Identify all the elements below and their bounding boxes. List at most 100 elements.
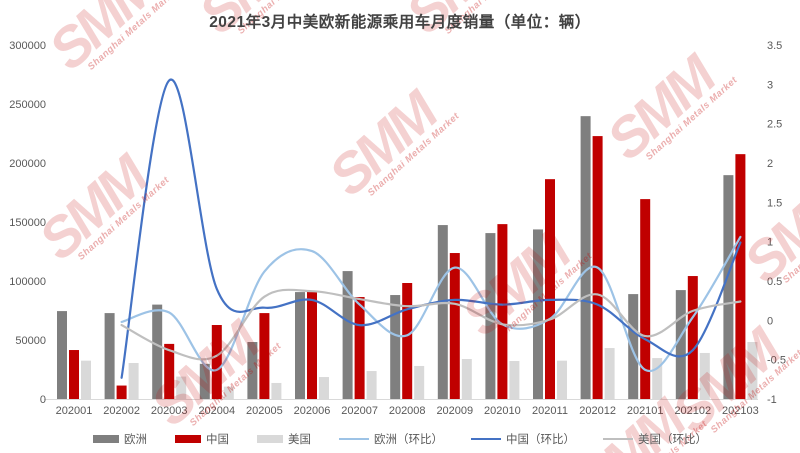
x-axis-label-202005: 202005 bbox=[246, 405, 283, 417]
bar-europe-202101 bbox=[628, 294, 639, 399]
bar-china-202006 bbox=[307, 291, 317, 399]
x-axis-label-202004: 202004 bbox=[198, 405, 235, 417]
x-axis-label-202006: 202006 bbox=[294, 405, 331, 417]
bar-us-202101 bbox=[652, 358, 663, 399]
right-axis-tick: 0.5 bbox=[767, 276, 782, 288]
legend-swatch-us bbox=[257, 435, 283, 443]
legend-item-europe: 欧洲 bbox=[93, 431, 147, 447]
x-axis-label-202012: 202012 bbox=[579, 405, 616, 417]
x-axis-label-202007: 202007 bbox=[341, 405, 378, 417]
combo-chart: 0 50000 100000 150000 200000 250000 300000 -1 -0… bbox=[9, 40, 786, 417]
bar-us-202009 bbox=[461, 358, 472, 399]
chart-legend: 欧洲 中国 美国 欧洲（环比） 中国（环比） 美国（环比） bbox=[0, 431, 800, 447]
legend-label-us: 美国 bbox=[288, 434, 311, 446]
legend-swatch-china-mom bbox=[471, 437, 501, 441]
bar-china-202003 bbox=[164, 343, 175, 399]
bar-china-202010 bbox=[497, 224, 508, 399]
line-europe-mom bbox=[120, 235, 742, 373]
right-axis-tick: 2 bbox=[767, 158, 773, 170]
bar-europe-202004 bbox=[199, 363, 210, 399]
legend-swatch-europe bbox=[93, 435, 119, 443]
right-axis-tick: -1 bbox=[767, 394, 777, 406]
legend-label-china: 中国 bbox=[206, 434, 229, 446]
bar-us-202011 bbox=[557, 360, 567, 399]
legend-swatch-europe-mom bbox=[339, 437, 369, 441]
bar-china-202004 bbox=[211, 325, 222, 399]
bar-china-202009 bbox=[449, 253, 460, 399]
bar-us-202103 bbox=[747, 342, 758, 399]
x-axis-label-202102: 202102 bbox=[674, 405, 711, 417]
bar-europe-202102 bbox=[675, 290, 686, 399]
bar-europe-202006 bbox=[295, 292, 305, 399]
legend-swatch-china bbox=[175, 435, 201, 443]
legend-label-us-mom: 美国（环比） bbox=[638, 434, 707, 446]
bar-us-202006 bbox=[319, 377, 329, 399]
bar-china-202102 bbox=[687, 276, 698, 399]
bar-us-202102 bbox=[699, 352, 710, 399]
bar-us-202010 bbox=[509, 361, 520, 399]
bar-series-us bbox=[81, 342, 758, 399]
x-axis-label-202002: 202002 bbox=[103, 405, 140, 417]
bar-us-202001 bbox=[81, 360, 91, 399]
left-axis-tick: 250000 bbox=[9, 99, 46, 111]
right-axis-tick: 0 bbox=[767, 315, 773, 327]
legend-item-europe-mom: 欧洲（环比） bbox=[339, 431, 443, 447]
bar-europe-202011 bbox=[533, 229, 543, 399]
legend-item-us-mom: 美国（环比） bbox=[603, 431, 707, 447]
bar-china-202002 bbox=[116, 385, 127, 399]
bar-china-202008 bbox=[402, 283, 413, 399]
chart-title: 2021年3月中美欧新能源乘用车月度销量（单位：辆） bbox=[209, 14, 591, 31]
right-axis-tick: 1 bbox=[767, 237, 773, 249]
bar-europe-202007 bbox=[342, 271, 353, 399]
x-axis-label-202003: 202003 bbox=[151, 405, 188, 417]
left-axis-tick: 150000 bbox=[9, 217, 46, 229]
legend-label-china-mom: 中国（环比） bbox=[506, 434, 575, 446]
legend-item-china: 中国 bbox=[175, 431, 229, 447]
left-axis-tick: 100000 bbox=[9, 276, 46, 288]
left-axis-tick: 0 bbox=[40, 394, 46, 406]
right-axis-tick: -0.5 bbox=[767, 355, 786, 367]
bar-us-202008 bbox=[414, 365, 425, 399]
left-axis-tick: 200000 bbox=[9, 158, 46, 170]
bar-europe-202001 bbox=[57, 311, 67, 399]
bar-europe-202009 bbox=[437, 225, 448, 399]
left-axis-tick: 50000 bbox=[15, 335, 46, 347]
bar-europe-202012 bbox=[580, 116, 591, 400]
bar-china-202101 bbox=[640, 199, 651, 399]
right-axis-tick: 1.5 bbox=[767, 197, 782, 209]
bar-china-202005 bbox=[259, 313, 270, 399]
bar-europe-202008 bbox=[390, 295, 401, 399]
bar-europe-202003 bbox=[152, 304, 163, 399]
bar-us-202012 bbox=[604, 348, 615, 399]
legend-item-us: 美国 bbox=[257, 431, 311, 447]
right-axis-tick: 2.5 bbox=[767, 119, 782, 131]
x-axis-label-202011: 202011 bbox=[532, 405, 568, 417]
bar-series-china bbox=[69, 136, 746, 399]
bar-europe-202002 bbox=[104, 313, 115, 399]
legend-item-china-mom: 中国（环比） bbox=[471, 431, 575, 447]
legend-swatch-us-mom bbox=[603, 437, 633, 441]
legend-label-europe-mom: 欧洲（环比） bbox=[374, 434, 443, 446]
bar-us-202003 bbox=[176, 376, 187, 399]
left-axis-tick: 300000 bbox=[9, 40, 46, 52]
bar-china-202001 bbox=[69, 350, 79, 399]
bar-europe-202103 bbox=[723, 175, 734, 399]
line-china-mom bbox=[120, 78, 742, 379]
right-axis-tick: 3 bbox=[767, 79, 773, 91]
bar-china-202007 bbox=[354, 297, 365, 399]
x-axis-label-202008: 202008 bbox=[389, 405, 426, 417]
bar-us-202004 bbox=[223, 386, 234, 399]
x-axis-label-202001: 202001 bbox=[56, 405, 93, 417]
bar-china-202011 bbox=[545, 179, 555, 399]
bar-europe-202005 bbox=[247, 342, 258, 399]
right-axis-tick: 3.5 bbox=[767, 40, 782, 52]
legend-label-europe: 欧洲 bbox=[124, 434, 147, 446]
bar-us-202002 bbox=[128, 363, 139, 399]
x-axis-label-202009: 202009 bbox=[436, 405, 473, 417]
bar-series-europe bbox=[57, 116, 734, 400]
bar-us-202005 bbox=[271, 382, 282, 399]
bar-europe-202010 bbox=[485, 233, 496, 399]
x-axis-label-202010: 202010 bbox=[484, 405, 521, 417]
x-axis-label-202101: 202101 bbox=[627, 405, 664, 417]
